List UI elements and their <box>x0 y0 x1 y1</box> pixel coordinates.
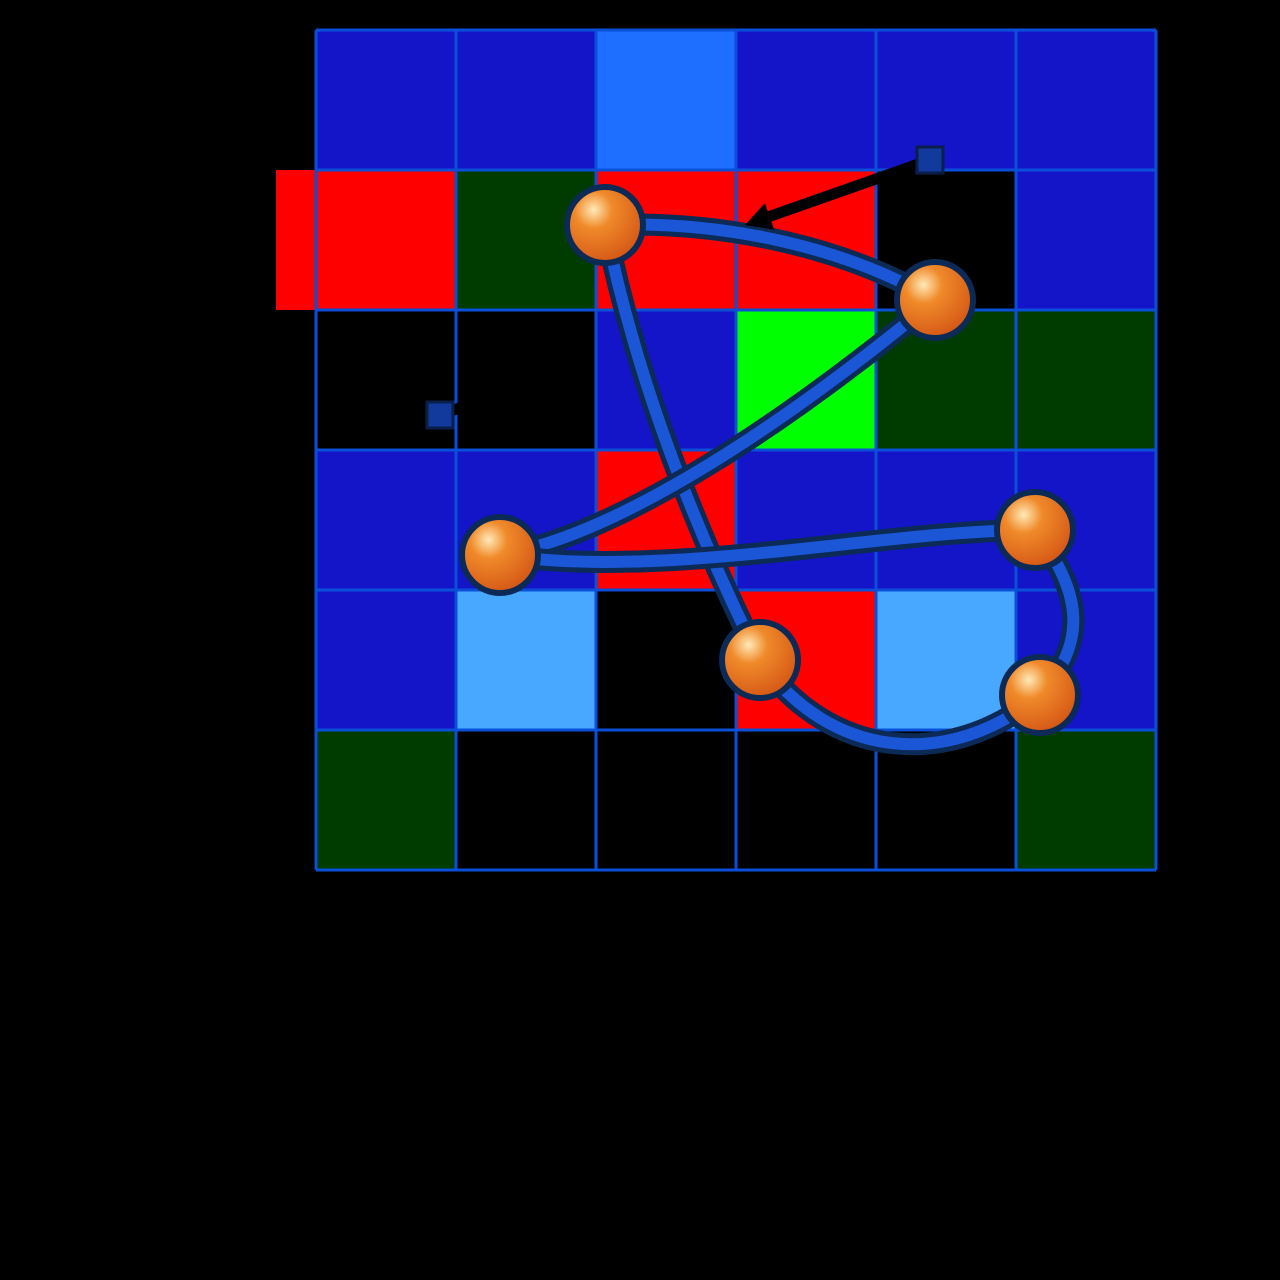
node-E <box>722 622 798 698</box>
node-A <box>567 187 643 263</box>
node-D <box>997 492 1073 568</box>
diagram-canvas <box>0 0 1280 1280</box>
node-B <box>897 262 973 338</box>
node-F <box>1002 657 1078 733</box>
node-C <box>462 517 538 593</box>
